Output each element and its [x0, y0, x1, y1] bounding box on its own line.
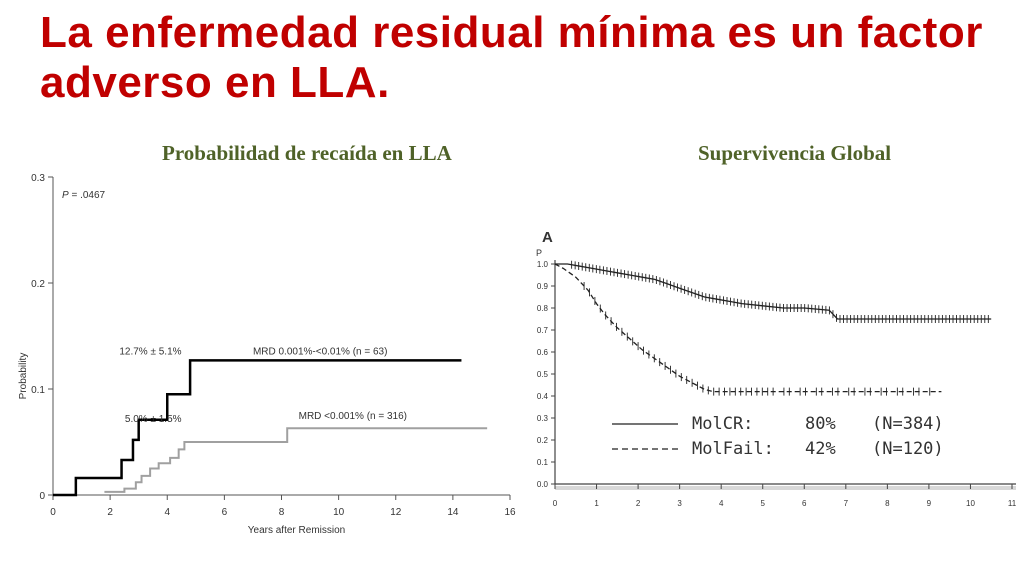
x-tick-label: 12: [390, 507, 402, 518]
y-tick-label: 0.3: [31, 173, 45, 184]
x-tick-label: 16: [504, 507, 516, 518]
x-tick-label: 8: [885, 499, 890, 508]
legend-pct-molcr: 80%: [805, 414, 836, 434]
y-tick-label: 0: [39, 491, 45, 502]
chart-subtitle-survival: Supervivencia Global: [698, 141, 892, 165]
y-tick-label: 0.1: [31, 385, 45, 396]
x-tick-label: 10: [966, 499, 975, 508]
p-value-symbol: P: [62, 190, 69, 201]
y-tick-label: 0.4: [537, 392, 549, 401]
censor-marks-molcr: [571, 260, 989, 323]
y-tick-label: 0.0: [537, 480, 549, 489]
legend-pct-molfail: 42%: [805, 439, 836, 459]
slide-title: La enfermedad residual mínima es un fact…: [40, 8, 983, 107]
y-tick-label: 0.2: [31, 279, 45, 290]
relapse-probability-chart: 0 0.1 0.2 0.3 0 2 4 6 8 10 12 14 16 Years after Remis…: [18, 173, 516, 536]
annotation-mrd-0001-001: 12.7% ± 5.1%: [119, 346, 181, 357]
y-axis-label: Probability: [18, 353, 29, 400]
x-tick-label: 5: [761, 499, 766, 508]
legend-name-molfail: MolFail:: [692, 439, 774, 459]
y-tick-label: 0.7: [537, 326, 549, 335]
series-line-molcr: [555, 263, 992, 320]
x-axis-label: Years after Remission: [248, 525, 345, 536]
x-tick-label: 4: [164, 507, 170, 518]
p-value-label: P = .0467: [62, 190, 106, 201]
legend-name-molcr: MolCR:: [692, 414, 753, 434]
x-tick-label: 6: [802, 499, 807, 508]
x-tick-label: 4: [719, 499, 724, 508]
y-tick-label: 0.8: [537, 304, 549, 313]
x-tick-label: 0: [553, 499, 558, 508]
series-line-mrd-below-0001: [104, 427, 488, 493]
x-tick-label: 7: [844, 499, 849, 508]
y-tick-label: 0.9: [537, 282, 549, 291]
p-value-number: = .0467: [69, 190, 106, 201]
censor-marks-molfail: [583, 282, 931, 396]
x-tick-label: 3: [677, 499, 682, 508]
series-label-mrd-0001-001: MRD 0.001%-<0.01% (n = 63): [253, 346, 388, 357]
y-tick-label: 0.1: [537, 458, 549, 467]
panel-label: A: [542, 229, 553, 246]
x-tick-label: 0: [50, 507, 56, 518]
y-tick-label: 0.2: [537, 436, 549, 445]
y-tick-label: 0.3: [537, 414, 549, 423]
x-tick-label: 2: [636, 499, 641, 508]
legend-n-molfail: (N=120): [872, 439, 944, 459]
x-axis-scale-band: [555, 486, 1016, 490]
annotation-mrd-below-0001: 5.0% ± 1.5%: [125, 414, 182, 425]
series-label-mrd-below-0001: MRD <0.001% (n = 316): [299, 411, 407, 422]
x-tick-label: 11: [1008, 499, 1017, 508]
x-tick-label: 2: [107, 507, 113, 518]
y-tick-label: 0.5: [537, 370, 549, 379]
x-tick-label: 6: [222, 507, 228, 518]
x-tick-label: 9: [927, 499, 932, 508]
x-tick-label: 8: [279, 507, 285, 518]
y-tick-label: 0.6: [537, 348, 549, 357]
x-tick-label: 14: [447, 507, 459, 518]
x-tick-label: 1: [594, 499, 599, 508]
chart-subtitle-relapse: Probabilidad de recaída en LLA: [162, 141, 452, 165]
series-line-molfail: [554, 263, 942, 393]
legend-n-molcr: (N=384): [872, 414, 944, 434]
x-tick-label: 10: [333, 507, 345, 518]
overall-survival-chart: AP 0.0 0.1 0.2 0.3 0.4 0.5 0.6 0.7 0.8 0.9 1.0 0 1 2 3 4…: [536, 229, 1017, 508]
y-axis-label: P: [536, 248, 542, 258]
series-line-mrd-0001-001: [53, 359, 462, 497]
y-tick-label: 1.0: [537, 260, 549, 269]
